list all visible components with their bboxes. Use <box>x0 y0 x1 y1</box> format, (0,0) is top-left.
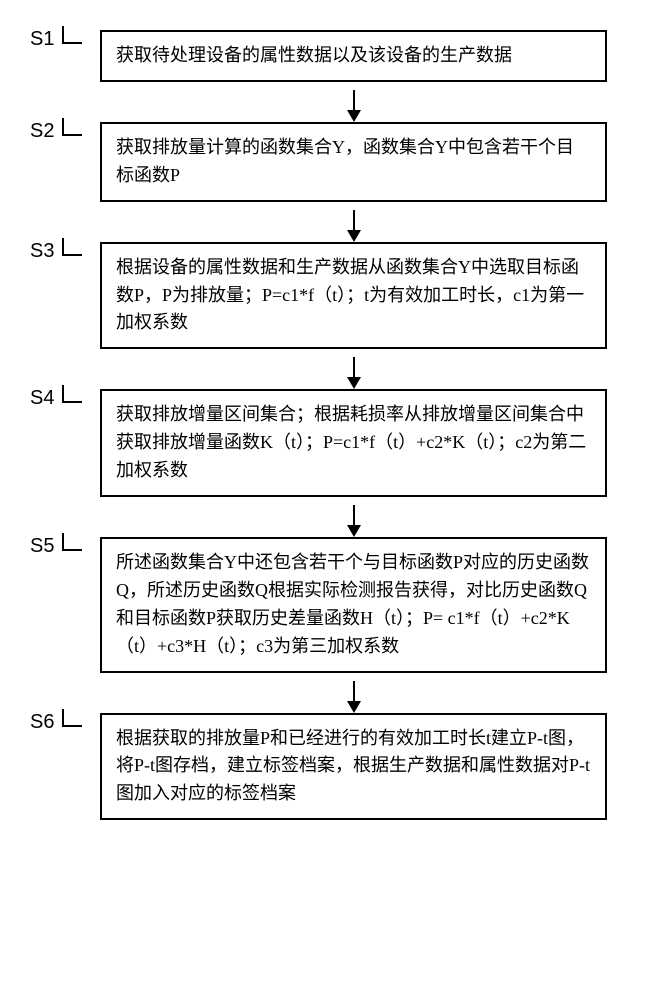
step-label: S1 <box>30 28 54 51</box>
step-box: 获取排放增量区间集合；根据耗损率从排放增量区间集合中获取排放增量函数K（t）；P… <box>100 389 607 497</box>
step-box: 获取排放量计算的函数集合Y，函数集合Y中包含若干个目标函数P <box>100 122 607 202</box>
arrow-down-icon <box>353 210 355 240</box>
step-box: 所述函数集合Y中还包含若干个与目标函数P对应的历史函数Q，所述历史函数Q根据实际… <box>100 537 607 673</box>
step-box: 根据设备的属性数据和生产数据从函数集合Y中选取目标函数P，P为排放量；P=c1*… <box>100 242 607 350</box>
step-label: S2 <box>30 120 54 143</box>
flow-step-s3: S3 根据设备的属性数据和生产数据从函数集合Y中选取目标函数P，P为排放量；P=… <box>100 242 607 350</box>
arrow-down-icon <box>353 681 355 711</box>
arrow-down-icon <box>353 357 355 387</box>
flowchart-container: S1 获取待处理设备的属性数据以及该设备的生产数据 S2 获取排放量计算的函数集… <box>0 0 647 1000</box>
step-text: 获取待处理设备的属性数据以及该设备的生产数据 <box>116 45 512 65</box>
step-text: 根据获取的排放量P和已经进行的有效加工时长t建立P-t图，将P-t图存档，建立标… <box>116 728 590 804</box>
flow-step-s4: S4 获取排放增量区间集合；根据耗损率从排放增量区间集合中获取排放增量函数K（t… <box>100 389 607 497</box>
label-connector <box>62 118 82 136</box>
label-connector <box>62 385 82 403</box>
step-box: 获取待处理设备的属性数据以及该设备的生产数据 <box>100 30 607 82</box>
step-label: S6 <box>30 711 54 734</box>
label-connector <box>62 238 82 256</box>
step-text: 获取排放量计算的函数集合Y，函数集合Y中包含若干个目标函数P <box>116 137 574 185</box>
flow-step-s5: S5 所述函数集合Y中还包含若干个与目标函数P对应的历史函数Q，所述历史函数Q根… <box>100 537 607 673</box>
step-label: S3 <box>30 240 54 263</box>
flow-step-s6: S6 根据获取的排放量P和已经进行的有效加工时长t建立P-t图，将P-t图存档，… <box>100 713 607 821</box>
flow-step-s1: S1 获取待处理设备的属性数据以及该设备的生产数据 <box>100 30 607 82</box>
flow-step-s2: S2 获取排放量计算的函数集合Y，函数集合Y中包含若干个目标函数P <box>100 122 607 202</box>
step-box: 根据获取的排放量P和已经进行的有效加工时长t建立P-t图，将P-t图存档，建立标… <box>100 713 607 821</box>
label-connector <box>62 709 82 727</box>
step-label: S4 <box>30 387 54 410</box>
label-connector <box>62 26 82 44</box>
step-text: 所述函数集合Y中还包含若干个与目标函数P对应的历史函数Q，所述历史函数Q根据实际… <box>116 552 589 656</box>
label-connector <box>62 533 82 551</box>
step-text: 获取排放增量区间集合；根据耗损率从排放增量区间集合中获取排放增量函数K（t）；P… <box>116 404 586 480</box>
step-text: 根据设备的属性数据和生产数据从函数集合Y中选取目标函数P，P为排放量；P=c1*… <box>116 257 584 333</box>
arrow-down-icon <box>353 90 355 120</box>
arrow-down-icon <box>353 505 355 535</box>
step-label: S5 <box>30 535 54 558</box>
